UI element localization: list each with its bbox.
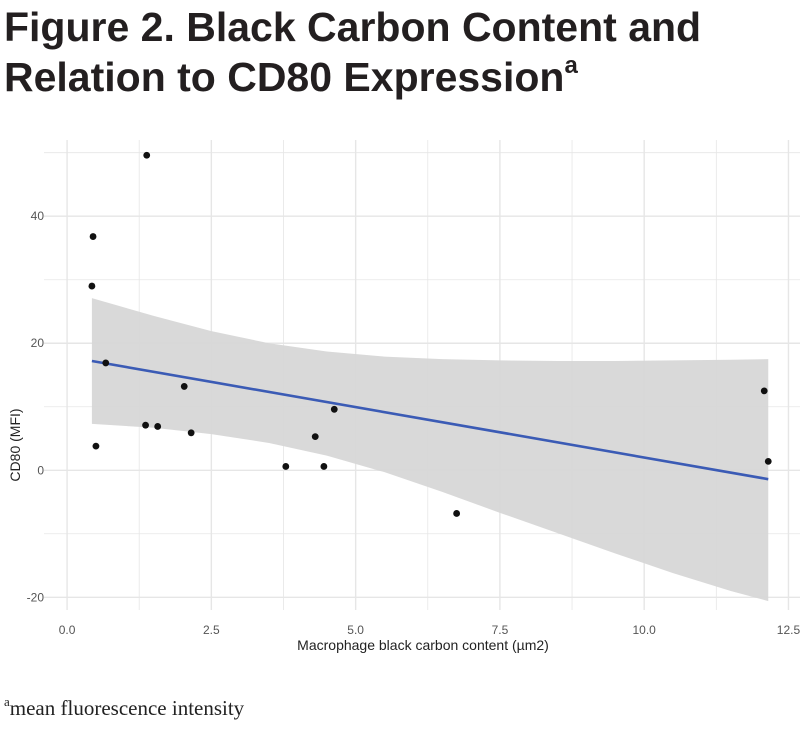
footnote-text: mean fluorescence intensity	[9, 696, 245, 720]
data-point	[330, 405, 338, 413]
x-tick-labels: 0.0 2.5 5.0 7.5 10.0 12.5	[59, 623, 800, 637]
footnote-marker: a	[4, 694, 10, 709]
x-axis-label: Macrophage black carbon content (µm2)	[297, 637, 549, 653]
data-point	[764, 457, 772, 465]
data-point	[760, 387, 768, 395]
confidence-band	[91, 298, 769, 602]
x-tick-label: 2.5	[203, 623, 220, 637]
data-point	[89, 233, 97, 240]
x-tick-label: 12.5	[777, 623, 800, 637]
fit-line	[91, 359, 769, 481]
x-tick-label: 7.5	[492, 623, 509, 637]
data-point	[187, 429, 195, 437]
title-footnote-marker: a	[564, 52, 578, 79]
y-tick-label: 0	[37, 463, 44, 477]
data-point	[282, 463, 290, 470]
data-point	[88, 282, 96, 290]
data-point	[142, 421, 149, 429]
figure-title-text: Figure 2. Black Carbon Content and Relat…	[4, 4, 702, 100]
scatter-chart: 0.0 2.5 5.0 7.5 10.0 12.5 -20 0 20 40 Macrophage…	[7, 140, 800, 653]
x-tick-label: 10.0	[633, 623, 657, 637]
data-point	[453, 510, 461, 517]
data-point	[92, 442, 100, 450]
x-tick-label: 0.0	[59, 623, 76, 637]
data-point	[311, 433, 319, 441]
y-tick-label: -20	[27, 590, 45, 604]
data-point	[143, 151, 151, 159]
data-point	[320, 463, 328, 470]
x-tick-label: 5.0	[347, 623, 364, 637]
y-tick-label: 20	[31, 336, 45, 350]
figure-title: Figure 2. Black Carbon Content and Relat…	[4, 2, 794, 109]
y-tick-label: 40	[31, 209, 45, 223]
data-point	[180, 383, 188, 390]
data-point	[154, 423, 162, 430]
y-tick-labels: -20 0 20 40	[27, 209, 45, 604]
data-point	[102, 359, 110, 367]
footnote: amean fluorescence intensity	[4, 694, 245, 721]
y-axis-label: CD80 (MFI)	[7, 408, 23, 481]
data-points	[88, 151, 772, 517]
